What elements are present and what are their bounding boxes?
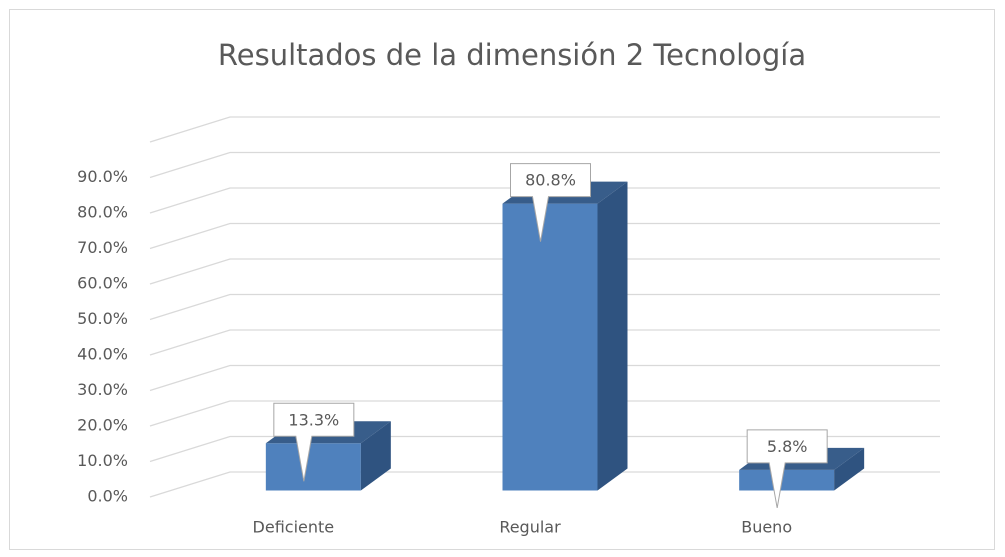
bar-front — [502, 203, 598, 491]
data-label-box — [746, 429, 828, 508]
y-tick-label: 70.0% — [77, 238, 128, 257]
y-tick-label: 10.0% — [77, 451, 128, 470]
grid-line — [149, 400, 940, 427]
grid-line — [149, 329, 940, 356]
bar-side — [597, 181, 628, 491]
bar-front — [265, 443, 361, 491]
y-tick-label: 50.0% — [77, 309, 128, 328]
y-tick-label: 20.0% — [77, 416, 128, 435]
y-tick-label: 40.0% — [77, 345, 128, 364]
grid-line — [149, 222, 940, 250]
grid-line — [149, 364, 940, 392]
data-label: 80.8% — [525, 171, 576, 190]
bar — [502, 181, 628, 491]
bar-side — [360, 421, 391, 491]
chart-title: Resultados de la dimensión 2 Tecnología — [218, 38, 806, 72]
data-label: 5.8% — [767, 437, 808, 456]
data-label-box — [273, 402, 355, 482]
grid-line — [149, 258, 940, 285]
x-tick-label: Regular — [499, 518, 561, 537]
bar-front — [739, 469, 835, 491]
grid-line — [149, 471, 940, 498]
grid-line — [149, 293, 940, 321]
y-tick-label: 80.0% — [77, 203, 128, 222]
y-tick-label: 30.0% — [77, 380, 128, 399]
axis-wall — [149, 116, 940, 143]
x-tick-label: Bueno — [741, 518, 792, 537]
data-label-box — [510, 163, 591, 242]
data-label: 13.3% — [288, 410, 339, 429]
bar-side — [834, 447, 865, 491]
y-tick-label: 60.0% — [77, 274, 128, 293]
grid-line — [149, 187, 940, 214]
y-tick-label: 0.0% — [87, 487, 128, 506]
y-tick-label: 90.0% — [77, 167, 128, 186]
grid-line — [149, 151, 940, 179]
grid-line — [149, 435, 940, 463]
x-tick-label: Deficiente — [253, 518, 335, 537]
